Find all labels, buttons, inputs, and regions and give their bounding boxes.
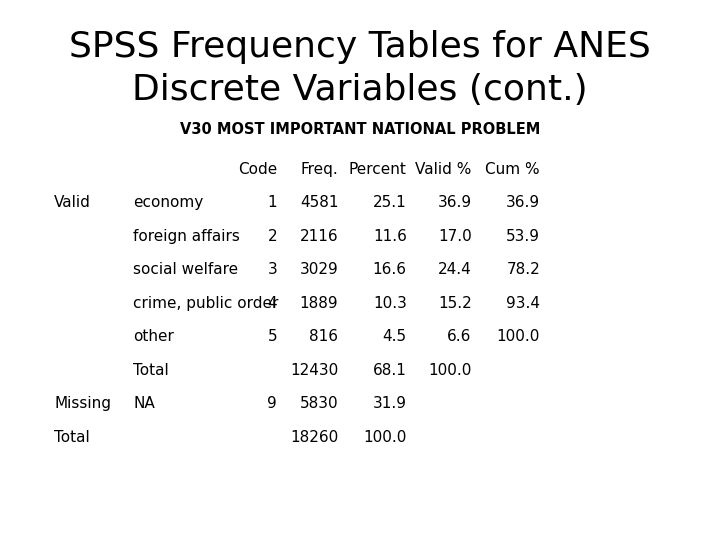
Text: 1889: 1889 [300, 296, 338, 311]
Text: 100.0: 100.0 [428, 363, 472, 378]
Text: 6.6: 6.6 [447, 329, 472, 345]
Text: 3: 3 [267, 262, 277, 278]
Text: NA: NA [133, 396, 155, 411]
Text: Valid: Valid [54, 195, 91, 211]
Text: 12430: 12430 [290, 363, 338, 378]
Text: 2116: 2116 [300, 229, 338, 244]
Text: Code: Code [238, 162, 277, 177]
Text: 3029: 3029 [300, 262, 338, 278]
Text: 2: 2 [268, 229, 277, 244]
Text: 5: 5 [268, 329, 277, 345]
Text: 4581: 4581 [300, 195, 338, 211]
Text: 36.9: 36.9 [438, 195, 472, 211]
Text: crime, public order: crime, public order [133, 296, 279, 311]
Text: Total: Total [54, 430, 90, 445]
Text: 93.4: 93.4 [506, 296, 540, 311]
Text: Cum %: Cum % [485, 162, 540, 177]
Text: 18260: 18260 [290, 430, 338, 445]
Text: Missing: Missing [54, 396, 111, 411]
Text: 25.1: 25.1 [373, 195, 407, 211]
Text: 9: 9 [267, 396, 277, 411]
Text: 68.1: 68.1 [373, 363, 407, 378]
Text: 4: 4 [268, 296, 277, 311]
Text: 16.6: 16.6 [373, 262, 407, 278]
Text: 53.9: 53.9 [506, 229, 540, 244]
Text: economy: economy [133, 195, 204, 211]
Text: foreign affairs: foreign affairs [133, 229, 240, 244]
Text: 31.9: 31.9 [373, 396, 407, 411]
Text: SPSS Frequency Tables for ANES: SPSS Frequency Tables for ANES [69, 30, 651, 64]
Text: 1: 1 [268, 195, 277, 211]
Text: other: other [133, 329, 174, 345]
Text: V30 MOST IMPORTANT NATIONAL PROBLEM: V30 MOST IMPORTANT NATIONAL PROBLEM [180, 122, 540, 137]
Text: 24.4: 24.4 [438, 262, 472, 278]
Text: social welfare: social welfare [133, 262, 238, 278]
Text: 4.5: 4.5 [382, 329, 407, 345]
Text: Freq.: Freq. [301, 162, 338, 177]
Text: 11.6: 11.6 [373, 229, 407, 244]
Text: Total: Total [133, 363, 169, 378]
Text: 5830: 5830 [300, 396, 338, 411]
Text: 100.0: 100.0 [364, 430, 407, 445]
Text: 36.9: 36.9 [506, 195, 540, 211]
Text: 78.2: 78.2 [506, 262, 540, 278]
Text: Percent: Percent [349, 162, 407, 177]
Text: 15.2: 15.2 [438, 296, 472, 311]
Text: 10.3: 10.3 [373, 296, 407, 311]
Text: Valid %: Valid % [415, 162, 472, 177]
Text: Discrete Variables (cont.): Discrete Variables (cont.) [132, 73, 588, 107]
Text: 100.0: 100.0 [497, 329, 540, 345]
Text: 816: 816 [310, 329, 338, 345]
Text: 17.0: 17.0 [438, 229, 472, 244]
